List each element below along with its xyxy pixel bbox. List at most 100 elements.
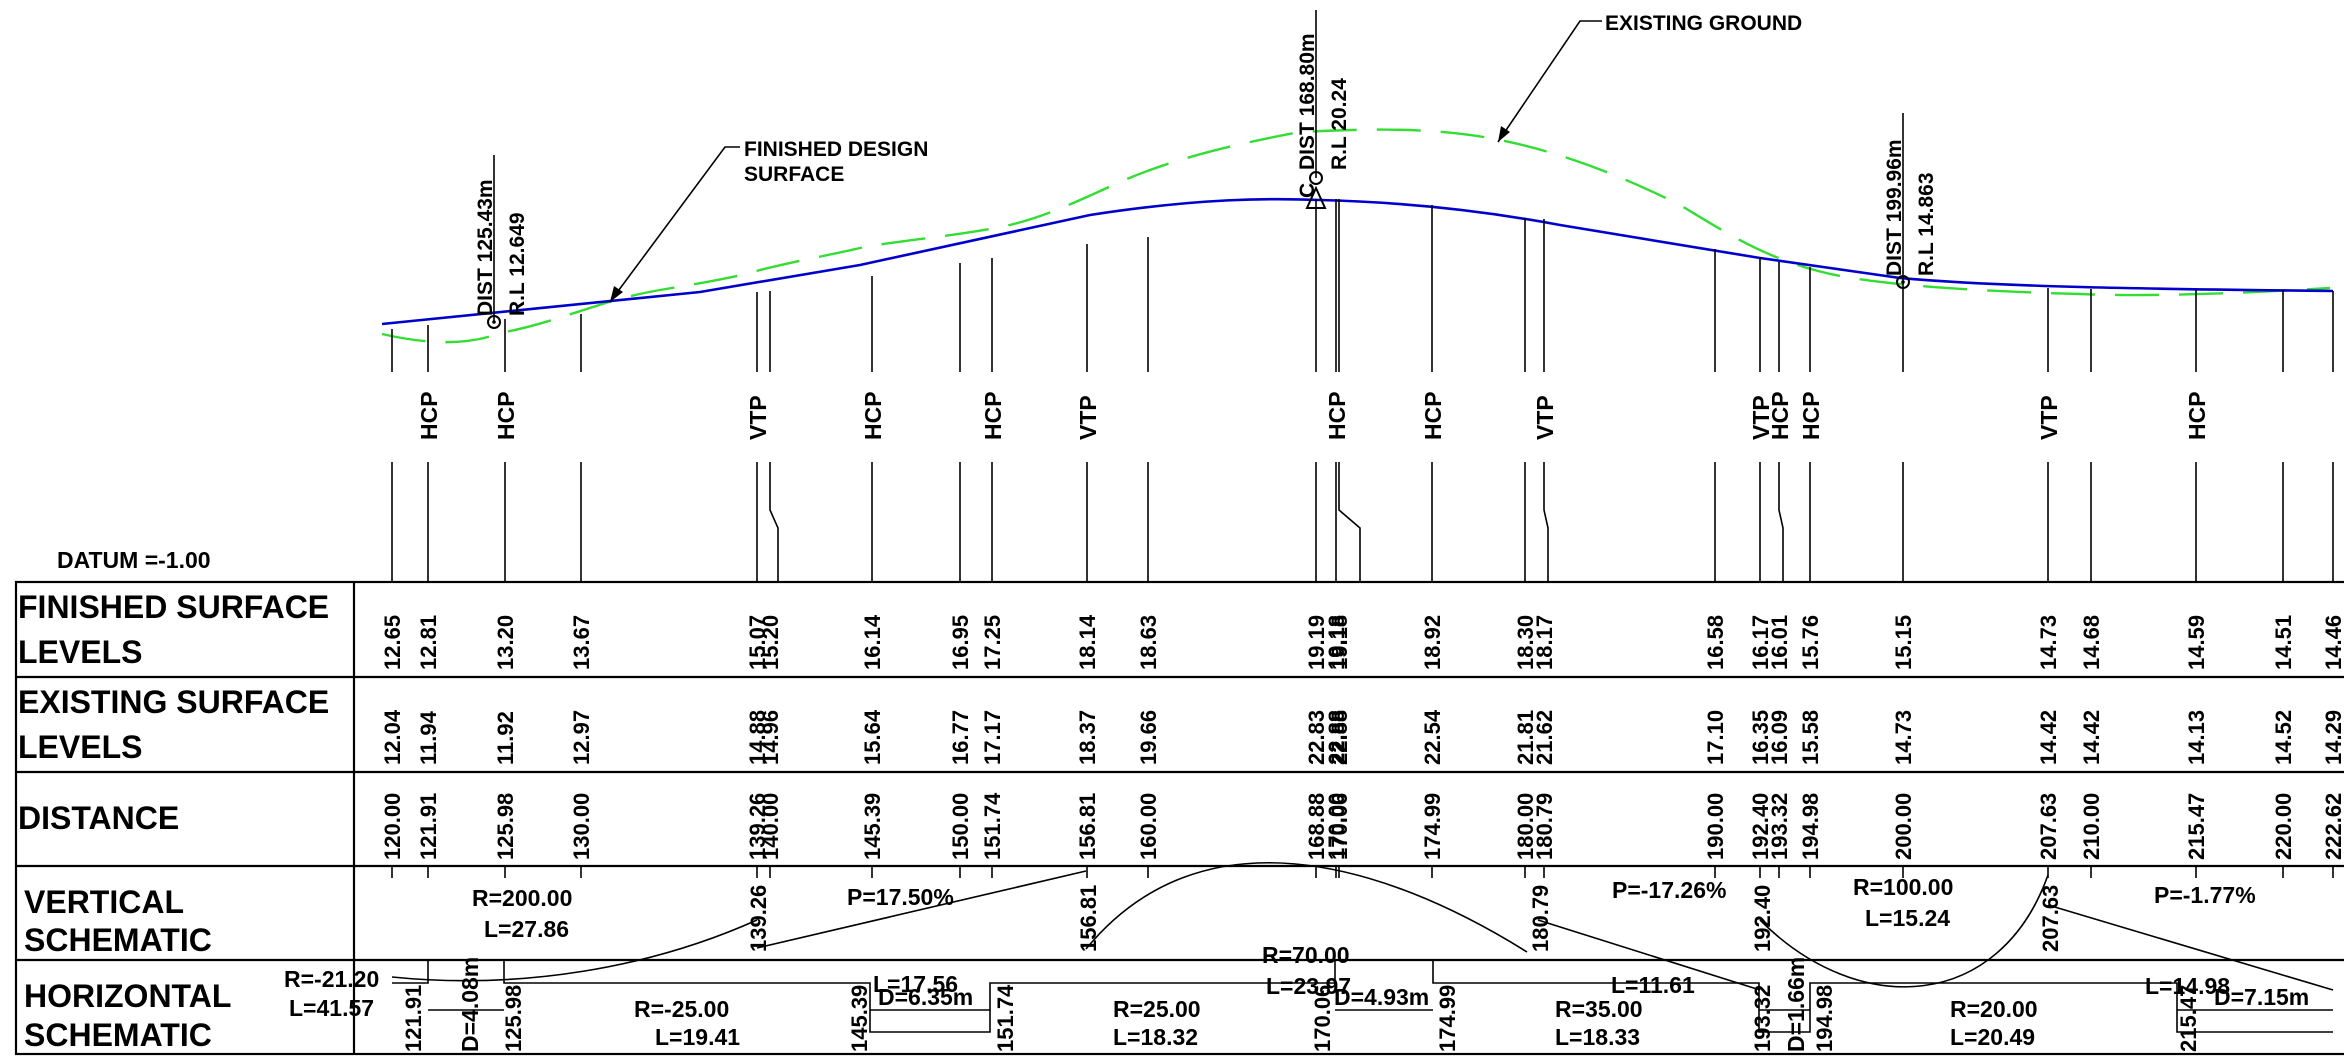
- vs-chainage-1: 139.26: [746, 885, 771, 952]
- hs-distance-1: D=4.08m: [457, 957, 483, 1052]
- station-esl-value: 17.10: [1703, 710, 1728, 765]
- vs-chainage-3: 180.79: [1528, 885, 1553, 952]
- station-distance-value: 130.00: [569, 793, 594, 860]
- row-label-fsl-line1: FINISHED SURFACE: [18, 589, 329, 625]
- key-point-2-dist: DIST 168.80m: [1296, 33, 1319, 170]
- station-distance-value: 180.79: [1532, 793, 1557, 860]
- station-distance-value: 174.99: [1420, 793, 1445, 860]
- hs-distance-4: D=1.66m: [1783, 957, 1809, 1052]
- station-ordinate-lower: [1543, 462, 1549, 582]
- hc0-radius: R=-21.20: [284, 966, 379, 992]
- station-fsl-value: 16.58: [1703, 615, 1728, 670]
- station-fsl-value: 18.17: [1532, 615, 1557, 670]
- hc3-radius: R=35.00: [1555, 996, 1643, 1022]
- station-distance-value: 210.00: [2079, 793, 2104, 860]
- finished-design-callout: FINISHED DESIGN SURFACE: [609, 138, 928, 303]
- station-code: HCP: [493, 391, 519, 440]
- g2-length: L=11.61: [1611, 972, 1695, 998]
- hc1-radius: R=-25.00: [634, 996, 729, 1022]
- station-fsl-value: 14.51: [2271, 615, 2296, 670]
- station-distance-value: 192.40: [1748, 793, 1773, 860]
- station-ordinate-lower: [769, 462, 779, 582]
- station-distance-value: 180.00: [1513, 793, 1538, 860]
- station-code: VTP: [2036, 395, 2062, 440]
- g3-length: L=14.98: [2145, 973, 2230, 999]
- hs-chainage-9: 215.47: [2176, 985, 2201, 1052]
- datum-label: DATUM =-1.00: [57, 547, 211, 573]
- vc2-radius: R=70.00: [1262, 942, 1350, 968]
- station-code: HCP: [416, 391, 442, 440]
- station-code: VTP: [1532, 395, 1558, 440]
- hs-chainage-4: 151.74: [993, 984, 1018, 1052]
- hs-distance-2: D=6.35m: [878, 984, 973, 1010]
- station-distance-value: 170.00: [1324, 793, 1349, 860]
- station-code: VTP: [1075, 395, 1101, 440]
- key-point-3: DIST 199.96m R.L 14.863: [1883, 113, 1938, 289]
- g1-length: L=17.56: [873, 971, 958, 997]
- vertical-grade-3-line: [2047, 904, 2334, 991]
- station-esl-value: 19.66: [1136, 710, 1161, 765]
- station-esl-value: 14.13: [2184, 710, 2209, 765]
- hs-distance-3: D=4.93m: [1334, 984, 1429, 1010]
- hc2-length: L=18.32: [1113, 1024, 1198, 1050]
- station-ordinates: [391, 199, 2334, 878]
- station-esl-value: 15.58: [1798, 710, 1823, 765]
- hs-distance-5: D=7.15m: [2214, 984, 2309, 1010]
- row-label-vertical-line1: VERTICAL: [24, 884, 184, 920]
- hs-chainage-1: 121.91: [401, 985, 426, 1052]
- station-distance-value: 168.88: [1304, 793, 1329, 860]
- finished-design-label-line1: FINISHED DESIGN: [744, 138, 928, 161]
- vertical-curve-3-line: [1759, 874, 2049, 988]
- station-fsl-value: 16.95: [948, 615, 973, 670]
- hs-chainage-6: 174.99: [1435, 985, 1460, 1052]
- station-distance-value: 220.00: [2271, 793, 2296, 860]
- existing-ground-line: [381, 128, 2331, 344]
- station-esl-value: 14.52: [2271, 710, 2296, 765]
- station-values: 12.65 12.04 120.00 12.81 11.94 121.91 13.20 11.…: [380, 614, 2344, 860]
- hc4-radius: R=20.00: [1950, 996, 2038, 1022]
- key-point-2-centre: C: [1296, 183, 1319, 198]
- station-ordinate-lower: [1778, 462, 1784, 582]
- station-code: HCP: [1767, 391, 1793, 440]
- station-fsl-value: 17.25: [980, 615, 1005, 670]
- station-fsl-value: 14.73: [2036, 615, 2061, 670]
- station-distance-value: 156.81: [1075, 793, 1100, 860]
- vc3-radius: R=100.00: [1853, 874, 1953, 900]
- vertical-grade-2-line: [1537, 919, 1761, 991]
- station-code: HCP: [860, 391, 886, 440]
- station-distance-value: 120.00: [380, 793, 405, 860]
- station-esl-value: 12.97: [569, 710, 594, 765]
- station-distance-value: 151.74: [980, 792, 1005, 860]
- finished-design-surface-line: [381, 197, 2334, 326]
- row-label-horizontal-line2: SCHEMATIC: [24, 1017, 212, 1053]
- existing-ground-label: EXISTING GROUND: [1605, 12, 1802, 35]
- station-fsl-value: 13.20: [493, 615, 518, 670]
- station-fsl-value: 19.19: [1304, 615, 1329, 670]
- station-code: HCP: [2184, 391, 2210, 440]
- key-point-3-rl: R.L 14.863: [1915, 172, 1938, 276]
- station-distance-value: 190.00: [1703, 793, 1728, 860]
- station-esl-value: 22.88: [1324, 710, 1349, 765]
- vs-chainage-5: 207.63: [2038, 885, 2063, 952]
- vertical-curve-1-line: [391, 919, 758, 982]
- station-fsl-value: 16.17: [1748, 615, 1773, 670]
- station-esl-value: 21.62: [1532, 710, 1557, 765]
- station-fsl-value: 15.76: [1798, 615, 1823, 670]
- key-point-1: DIST 125.43m R.L 12.649: [474, 155, 529, 329]
- station-fsl-value: 12.65: [380, 615, 405, 670]
- row-label-esl-line2: LEVELS: [18, 729, 142, 765]
- station-code: VTP: [745, 395, 771, 440]
- g2-grade: P=-17.26%: [1612, 877, 1726, 903]
- station-fsl-value: 14.46: [2321, 615, 2344, 670]
- station-code: HCP: [1324, 391, 1350, 440]
- hs-chainage-3: 145.39: [847, 985, 872, 1052]
- station-fsl-value: 15.07: [745, 615, 770, 670]
- station-esl-value: 14.42: [2036, 710, 2061, 765]
- data-table-grid: [14, 580, 2344, 1056]
- station-code: HCP: [1798, 391, 1824, 440]
- hs-chainage-5: 170.06: [1310, 985, 1335, 1052]
- vs-chainage-4: 192.40: [1750, 885, 1775, 952]
- key-point-3-dist: DIST 199.96m: [1883, 139, 1906, 276]
- station-fsl-value: 12.81: [416, 615, 441, 670]
- station-distance-value: 121.91: [416, 793, 441, 860]
